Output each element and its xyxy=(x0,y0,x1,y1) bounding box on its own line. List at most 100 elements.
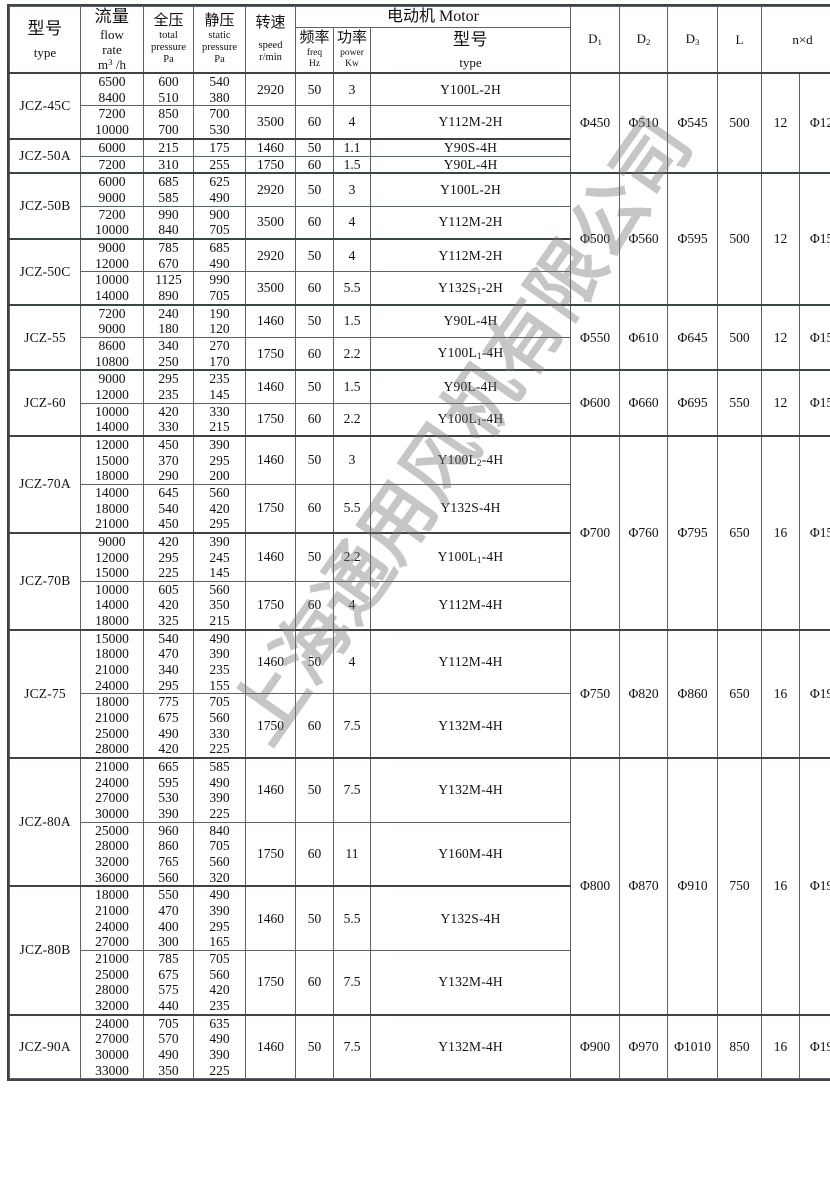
cell-n: 16 xyxy=(761,628,801,759)
cell-d1: Φ500 xyxy=(570,172,621,306)
cell-motor-type: Y100L1-4H xyxy=(369,531,572,582)
cell-speed: 1750 xyxy=(245,693,296,759)
cell-power: 11 xyxy=(333,821,371,887)
cell-fan-type: JCZ-90A xyxy=(9,1013,81,1080)
cell-motor-type: Y90L-4H xyxy=(369,369,572,404)
cell-total-pressure: 645 540 450 xyxy=(143,483,194,534)
cell-power: 4 xyxy=(333,205,371,240)
cell-speed: 1460 xyxy=(245,369,296,404)
cell-power: 1.5 xyxy=(333,303,371,338)
cell-n: 12 xyxy=(761,71,801,174)
header-motor-group: 电动机 Motor xyxy=(294,5,572,29)
cell-frequency: 50 xyxy=(295,238,334,273)
table-row: JCZ-70B 9000 12000 15000 420 295 225 390 245 145 1… xyxy=(9,531,830,631)
cell-power: 3 xyxy=(333,172,371,207)
header-total-pressure: 全压 total pressure Pa xyxy=(143,5,194,74)
cell-frequency: 50 xyxy=(295,757,334,823)
cell-motor-type: Y100L-2H xyxy=(369,71,572,107)
cell-d: Φ19 xyxy=(799,757,830,1016)
cell-fan-type: JCZ-55 xyxy=(9,303,81,371)
cell-d1: Φ600 xyxy=(570,369,621,437)
header-type: 型号 type xyxy=(9,5,81,74)
cell-l: 550 xyxy=(717,369,763,437)
cell-fan-type: JCZ-70A xyxy=(9,434,81,534)
cell-speed: 1750 xyxy=(245,949,296,1016)
cell-static-pressure: 705 560 330 225 xyxy=(193,693,246,759)
cell-power: 4 xyxy=(333,628,371,695)
cell-static-pressure: 190 120 xyxy=(193,303,246,338)
cell-d1: Φ700 xyxy=(570,434,621,631)
table-header: 型号 type 流量 flow rate m3 /h 全压 total xyxy=(9,5,830,74)
table-row: 10000 14000 1125 890 990 705 3500 60 5.5 Y132S1-2… xyxy=(10,271,830,306)
cell-d: Φ15 xyxy=(799,172,830,306)
header-nxd: n×d xyxy=(761,5,830,74)
cell-static-pressure: 490 390 295 165 xyxy=(193,885,246,951)
cell-power: 2.2 xyxy=(333,336,371,371)
cell-static-pressure: 625 490 xyxy=(193,172,246,207)
table-row: JCZ-50C 9000 12000 785 670 685 490 2920 50 4 Y112M… xyxy=(9,238,830,306)
cell-flow-rate: 18000 21000 24000 27000 xyxy=(80,885,144,951)
header-d2: D2 xyxy=(619,5,669,74)
table-row: 18000 21000 25000 28000 775 675 490 420 705 560 33… xyxy=(10,693,830,759)
cell-speed: 1460 xyxy=(245,628,296,695)
cell-speed: 1750 xyxy=(245,483,296,534)
cell-motor-type: Y100L1-4H xyxy=(369,336,572,371)
cell-static-pressure: 585 490 390 225 xyxy=(193,757,246,823)
cell-frequency: 50 xyxy=(295,369,334,404)
cell-static-pressure: 900 705 xyxy=(193,205,246,240)
cell-total-pressure: 600 510 xyxy=(143,71,194,107)
cell-total-pressure: 540 470 340 295 xyxy=(143,628,194,695)
cell-motor-type: Y90S-4H xyxy=(369,137,572,157)
cell-power: 2.2 xyxy=(333,531,371,582)
cell-motor-type: Y90L-4H xyxy=(369,155,572,174)
cell-n: 16 xyxy=(761,434,801,631)
table-row: JCZ-80A 21000 24000 27000 30000 665 595 530 390 5… xyxy=(9,757,830,1016)
cell-frequency: 60 xyxy=(295,205,334,240)
cell-flow-rate: 15000 18000 21000 24000 xyxy=(80,628,144,695)
cell-speed: 3500 xyxy=(245,105,296,140)
cell-motor-type: Y132M-4H xyxy=(369,1013,572,1080)
cell-static-pressure: 235 145 xyxy=(193,369,246,404)
cell-frequency: 50 xyxy=(295,137,334,157)
cell-total-pressure: 665 595 530 390 xyxy=(143,757,194,823)
header-power: 功率 power Kw xyxy=(333,27,371,74)
cell-d2: Φ970 xyxy=(619,1013,669,1080)
cell-l: 750 xyxy=(717,757,763,1016)
cell-frequency: 60 xyxy=(295,155,334,174)
cell-fan-type: JCZ-75 xyxy=(9,628,81,759)
table-row: JCZ-75 15000 18000 21000 24000 540 470 340 295 49… xyxy=(9,628,830,759)
cell-d3: Φ795 xyxy=(667,434,719,631)
cell-l: 650 xyxy=(717,628,763,759)
cell-frequency: 50 xyxy=(295,531,334,582)
cell-power: 5.5 xyxy=(333,483,371,534)
cell-frequency: 60 xyxy=(295,693,334,759)
cell-d3: Φ545 xyxy=(667,71,719,174)
cell-fan-type: JCZ-50B xyxy=(9,172,81,240)
cell-motor-type: Y132M-4H xyxy=(369,757,572,823)
header-d1-label: D1 xyxy=(588,31,602,48)
cell-power: 5.5 xyxy=(333,271,371,306)
cell-motor-type: Y112M-2H xyxy=(369,205,572,240)
cell-frequency: 60 xyxy=(295,580,334,631)
cell-flow-rate: 14000 18000 21000 xyxy=(80,483,144,534)
table-row: JCZ-50B 6000 9000 685 585 625 490 2920 50 3 Y100L-… xyxy=(9,172,830,306)
cell-frequency: 60 xyxy=(295,821,334,887)
cell-l: 650 xyxy=(717,434,763,631)
cell-d2: Φ760 xyxy=(619,434,669,631)
cell-speed: 1750 xyxy=(245,821,296,887)
cell-frequency: 50 xyxy=(295,172,334,207)
table-row: 21000 25000 28000 32000 785 675 575 440 705 560 42… xyxy=(10,949,830,1016)
cell-fan-type: JCZ-45C xyxy=(9,71,81,140)
cell-motor-type: Y112M-2H xyxy=(369,105,572,140)
cell-d2: Φ560 xyxy=(619,172,669,306)
cell-flow-rate: 7200 10000 xyxy=(80,205,144,240)
cell-d3: Φ1010 xyxy=(667,1013,719,1080)
cell-speed: 1460 xyxy=(245,531,296,582)
cell-l: 850 xyxy=(717,1013,763,1080)
header-frequency: 频率 freq Hz xyxy=(295,27,334,74)
table-row: JCZ-55 7200 9000 240 180 190 120 1460 50 1.5 Y90L-… xyxy=(9,303,830,371)
cell-flow-rate: 7200 10000 xyxy=(80,105,144,140)
cell-flow-rate: 25000 28000 32000 36000 xyxy=(80,821,144,887)
cell-total-pressure: 550 470 400 300 xyxy=(143,885,194,951)
cell-frequency: 60 xyxy=(295,483,334,534)
